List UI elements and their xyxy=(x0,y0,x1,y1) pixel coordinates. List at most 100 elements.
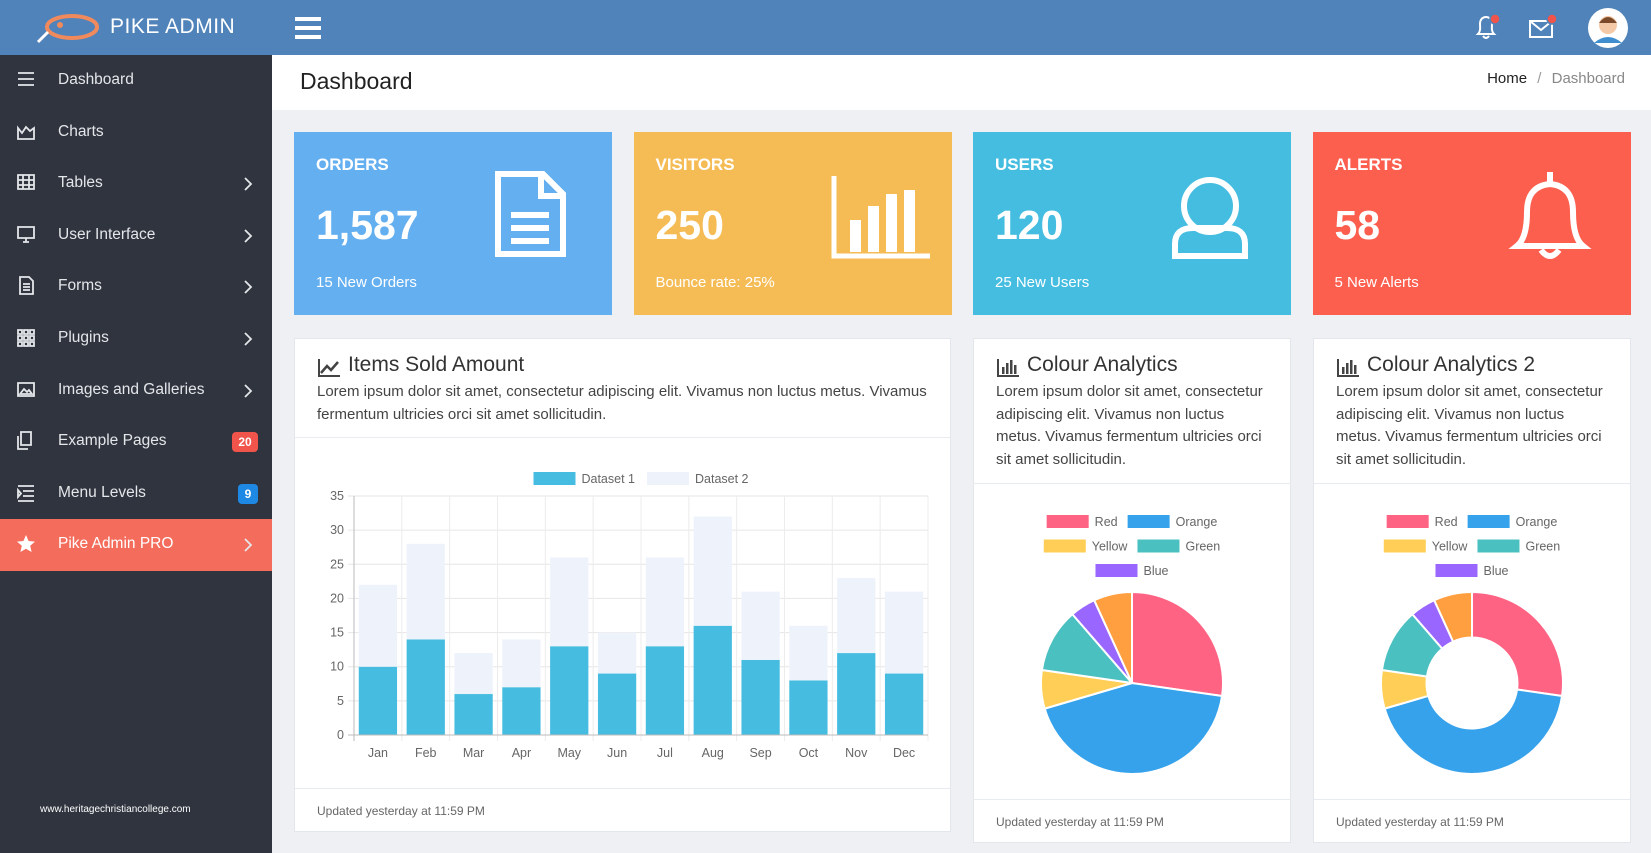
sidebar-item[interactable]: Images and Galleries xyxy=(0,365,272,417)
x-tick-label: Feb xyxy=(415,746,437,760)
icon-shape xyxy=(1172,225,1248,259)
card-title: ALERTS xyxy=(1334,155,1403,174)
chevron-shape xyxy=(244,538,253,553)
legend-label: Green xyxy=(1185,540,1220,554)
y-tick-label: 35 xyxy=(330,489,344,503)
icon-shape xyxy=(511,225,549,231)
legend-swatch xyxy=(1435,564,1478,577)
x-tick-label: Jun xyxy=(607,746,627,760)
pie-slice xyxy=(1131,590,1224,698)
legend-item: Yellow xyxy=(1383,539,1468,554)
card-value: 120 xyxy=(995,202,1064,248)
icon-shape xyxy=(18,72,34,86)
bar xyxy=(884,673,924,735)
sidebar-item[interactable]: Plugins xyxy=(0,313,272,365)
chevron xyxy=(244,280,253,295)
legend-swatch xyxy=(1046,515,1089,528)
top-bar: PIKE ADMIN xyxy=(0,0,1651,55)
sidebar-badge: 20 xyxy=(232,432,258,453)
panel-separator xyxy=(295,437,950,438)
title-icon xyxy=(997,359,1019,377)
legend-item: Blue xyxy=(1095,564,1169,578)
sidebar-icon xyxy=(17,535,35,553)
sidebar-item[interactable]: Pike Admin PRO xyxy=(0,519,272,572)
chevron-shape xyxy=(244,280,253,295)
panel-description: Lorem ipsum dolor sit amet, consectetur … xyxy=(996,383,1263,468)
watermark: www.heritagechristiancollege.com xyxy=(40,804,191,815)
legend-item: Orange xyxy=(1467,515,1557,529)
icon-shape xyxy=(1010,360,1013,374)
menu-toggle[interactable] xyxy=(293,15,323,41)
sidebar-item[interactable]: Tables xyxy=(0,158,272,210)
icon-shape xyxy=(885,194,897,252)
icon-shape xyxy=(1342,367,1345,374)
icon-shape xyxy=(17,174,35,191)
chevron-shape xyxy=(244,229,253,243)
sidebar-icon xyxy=(17,174,35,191)
sidebar-icon xyxy=(18,72,34,86)
card-value: 250 xyxy=(655,202,724,248)
bar xyxy=(693,625,732,735)
chevron-shape xyxy=(244,332,253,346)
breadcrumb-link[interactable]: Home xyxy=(1487,70,1528,87)
sidebar-item[interactable]: User Interface xyxy=(0,210,272,262)
icon-shape xyxy=(17,381,35,397)
icon-shape xyxy=(19,276,34,296)
bar xyxy=(597,632,637,674)
bar xyxy=(502,639,541,688)
panel-description: Lorem ipsum dolor sit amet, consectetur … xyxy=(317,383,927,423)
legend-item: Green xyxy=(1477,539,1560,554)
bar xyxy=(358,666,398,735)
legend-label: Green xyxy=(1525,540,1560,554)
brand: PIKE ADMIN xyxy=(110,15,236,38)
sidebar-label: Example Pages xyxy=(58,432,167,450)
legend-swatch xyxy=(1383,539,1426,553)
doughnut-slice xyxy=(1432,590,1473,643)
user-avatar[interactable] xyxy=(1587,7,1629,49)
legend-label: Blue xyxy=(1143,564,1168,578)
bar xyxy=(789,680,828,735)
card-note: 15 New Orders xyxy=(316,274,417,291)
messages-icon[interactable] xyxy=(1527,12,1559,42)
sidebar: Dashboard Charts Tables User Interface Forms… xyxy=(0,55,272,853)
sidebar-item[interactable]: Dashboard xyxy=(0,55,272,107)
sidebar-label: Charts xyxy=(58,122,104,140)
sidebar-icon xyxy=(17,431,32,451)
y-tick-label: 5 xyxy=(337,694,344,708)
icon-shape xyxy=(320,361,339,374)
card-title: VISITORS xyxy=(655,155,735,174)
legend-swatch xyxy=(647,472,689,485)
y-tick-label: 25 xyxy=(330,557,344,571)
icon-shape xyxy=(831,176,930,259)
bar xyxy=(550,646,589,735)
sidebar-item[interactable]: Forms xyxy=(0,261,272,313)
panel-separator xyxy=(974,483,1290,484)
notifications-icon[interactable] xyxy=(1472,12,1502,42)
bar xyxy=(693,516,732,626)
icon-shape xyxy=(1350,360,1353,374)
icon-shape xyxy=(17,431,32,451)
panel-title: Colour Analytics 2 xyxy=(1367,353,1536,376)
sidebar-item[interactable]: Menu Levels 9 xyxy=(0,468,272,520)
y-tick-label: 10 xyxy=(330,660,344,674)
panel-title: Colour Analytics xyxy=(1027,353,1178,376)
chart-panel: Items Sold Amount Lorem ipsum dolor sit a… xyxy=(294,338,951,832)
icon-shape xyxy=(538,174,563,199)
stat-card: USERS 120 25 New Users xyxy=(973,132,1291,315)
sidebar-item[interactable]: Charts xyxy=(0,107,272,159)
icon-shape xyxy=(1346,363,1349,374)
page-title: Dashboard xyxy=(300,68,413,94)
sidebar-label: Plugins xyxy=(58,329,109,346)
card-value: 58 xyxy=(1334,202,1381,248)
x-tick-label: Jul xyxy=(657,746,673,760)
chart-panel: Colour Analytics 2 Lorem ipsum dolor sit … xyxy=(1313,338,1631,843)
icon-shape xyxy=(318,359,340,377)
icon-shape xyxy=(495,171,566,257)
doughnut-slice xyxy=(1471,590,1564,698)
breadcrumb-current: Dashboard xyxy=(1551,70,1625,87)
panel-footer: Updated yesterday at 11:59 PM xyxy=(317,804,485,818)
bar xyxy=(645,557,685,647)
breadcrumb-separator: / xyxy=(1537,70,1542,87)
sidebar-item[interactable]: Example Pages 20 xyxy=(0,416,272,468)
card-value: 1,587 xyxy=(316,202,419,248)
